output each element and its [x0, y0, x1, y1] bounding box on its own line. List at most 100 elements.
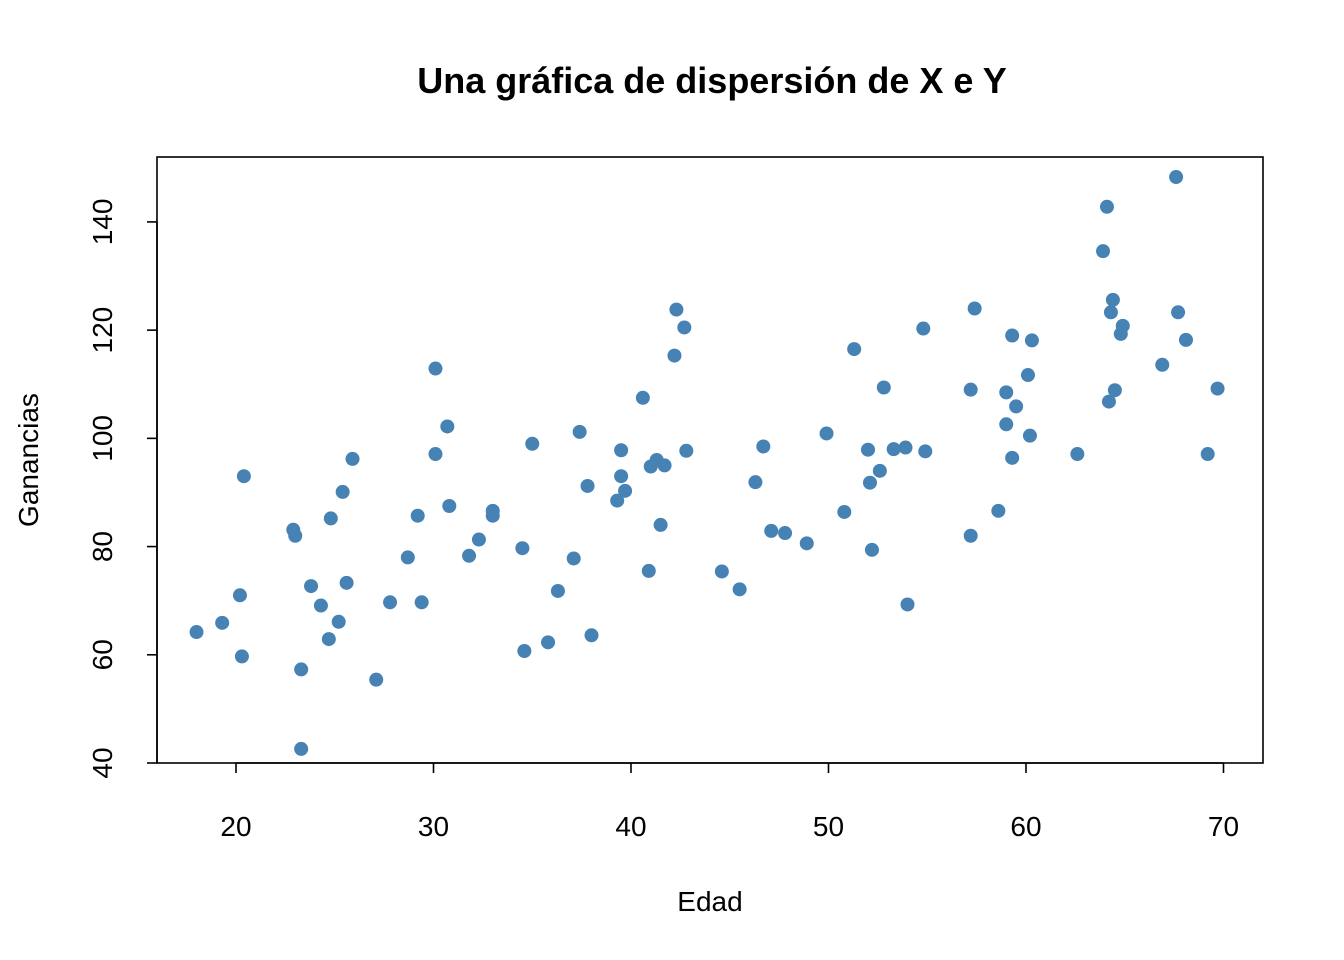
- data-point-78: [999, 417, 1014, 432]
- data-point-90: [1105, 292, 1120, 307]
- data-point-99: [1210, 381, 1225, 396]
- data-point-66: [872, 463, 887, 478]
- data-point-73: [963, 382, 978, 397]
- y-tick-label-0: 40: [87, 747, 118, 778]
- data-point-56: [756, 439, 771, 454]
- y-axis-label: Ganancias: [13, 393, 44, 527]
- data-point-52: [679, 443, 694, 458]
- data-point-94: [1155, 357, 1170, 372]
- y-tick-label-2: 80: [87, 531, 118, 562]
- data-point-57: [764, 523, 779, 538]
- data-point-0: [189, 625, 204, 640]
- data-point-29: [485, 508, 500, 523]
- data-point-67: [876, 380, 891, 395]
- data-point-59: [799, 536, 814, 551]
- data-point-88: [1101, 394, 1116, 409]
- data-point-47: [653, 517, 668, 532]
- data-point-4: [236, 469, 251, 484]
- y-axis: 40 60 80 100 120 140: [87, 199, 158, 779]
- data-point-77: [999, 385, 1014, 400]
- data-point-82: [1020, 368, 1035, 383]
- data-point-23: [428, 361, 443, 376]
- data-point-21: [414, 595, 429, 610]
- data-point-89: [1103, 305, 1118, 320]
- data-point-25: [442, 498, 457, 513]
- data-point-74: [963, 528, 978, 543]
- data-point-71: [916, 321, 931, 336]
- data-point-91: [1107, 383, 1122, 398]
- x-tick-label-5: 70: [1208, 811, 1239, 842]
- data-point-85: [1070, 447, 1085, 462]
- data-point-6: [288, 528, 303, 543]
- data-point-27: [471, 532, 486, 547]
- data-point-70: [900, 597, 915, 612]
- data-point-81: [1009, 399, 1024, 414]
- data-point-10: [313, 598, 328, 613]
- data-point-55: [748, 475, 763, 490]
- data-point-83: [1022, 428, 1037, 443]
- x-axis-label: Edad: [677, 886, 742, 917]
- data-point-35: [566, 551, 581, 566]
- data-point-68: [886, 442, 901, 457]
- data-point-1: [215, 615, 230, 630]
- data-point-26: [462, 548, 477, 563]
- data-point-8: [294, 741, 309, 756]
- data-point-54: [732, 582, 747, 597]
- data-point-39: [610, 493, 625, 508]
- data-point-87: [1099, 199, 1114, 214]
- data-point-93: [1115, 318, 1130, 333]
- data-point-65: [864, 542, 879, 557]
- data-point-13: [331, 614, 346, 629]
- data-point-72: [918, 444, 933, 459]
- data-point-44: [641, 563, 656, 578]
- data-point-32: [525, 436, 540, 451]
- data-point-96: [1171, 305, 1186, 320]
- data-point-14: [335, 484, 350, 499]
- x-tick-label-1: 30: [418, 811, 449, 842]
- data-point-11: [321, 632, 336, 647]
- data-point-40: [614, 443, 629, 458]
- x-tick-label-3: 50: [813, 811, 844, 842]
- x-tick-label-0: 20: [220, 811, 251, 842]
- data-point-7: [294, 662, 309, 677]
- x-tick-label-2: 40: [615, 811, 646, 842]
- data-point-84: [1024, 333, 1039, 348]
- data-point-53: [714, 564, 729, 579]
- data-point-75: [967, 301, 982, 316]
- data-point-61: [837, 504, 852, 519]
- data-point-48: [657, 458, 672, 473]
- data-point-12: [323, 511, 338, 526]
- data-point-76: [991, 503, 1006, 518]
- data-point-41: [614, 469, 629, 484]
- data-point-50: [669, 302, 684, 317]
- data-point-58: [778, 526, 793, 541]
- chart-title: Una gráfica de dispersión de X e Y: [417, 60, 1007, 101]
- data-point-2: [232, 588, 247, 603]
- data-point-19: [400, 550, 415, 565]
- data-point-34: [550, 583, 565, 598]
- data-point-86: [1096, 244, 1111, 259]
- data-point-42: [618, 483, 633, 498]
- data-point-95: [1169, 170, 1184, 185]
- x-axis: 20 30 40 50 60 70: [220, 762, 1239, 842]
- y-tick-label-3: 100: [87, 415, 118, 462]
- data-point-24: [440, 419, 455, 434]
- data-point-51: [677, 320, 692, 335]
- data-point-38: [584, 628, 599, 643]
- data-point-9: [304, 579, 319, 594]
- y-tick-label-1: 60: [87, 639, 118, 670]
- data-point-30: [515, 541, 530, 556]
- data-point-33: [541, 635, 556, 650]
- data-point-16: [345, 451, 360, 466]
- data-point-37: [580, 478, 595, 493]
- data-point-98: [1200, 447, 1215, 462]
- y-tick-label-4: 120: [87, 307, 118, 354]
- data-point-97: [1178, 332, 1193, 347]
- data-point-22: [428, 447, 443, 462]
- data-point-79: [1005, 450, 1020, 465]
- data-point-69: [898, 440, 913, 455]
- data-point-31: [517, 643, 532, 658]
- data-point-63: [861, 442, 875, 457]
